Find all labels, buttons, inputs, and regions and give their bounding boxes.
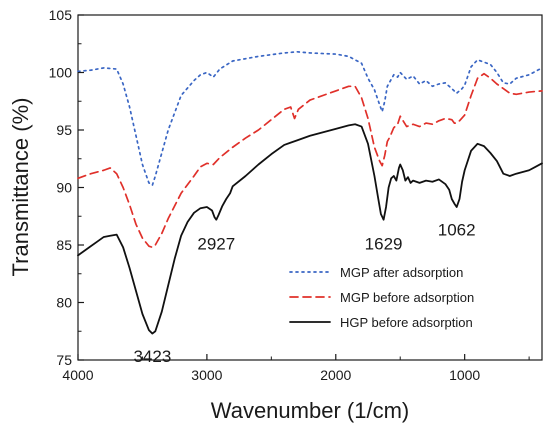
- series-layer: [77, 50, 543, 335]
- x-tick-label: 3000: [191, 367, 222, 383]
- annotation-layer: 3423 2927 1629 1062: [133, 221, 475, 367]
- peak-annotation: 1062: [438, 221, 476, 240]
- peak-annotation: 1629: [365, 235, 403, 254]
- peak-annotation: 3423: [133, 347, 171, 366]
- series-line-2: [77, 72, 543, 249]
- legend-label: MGP after adsorption: [340, 265, 463, 280]
- ticks-layer: 4000 3000 2000 1000 75 80 85 90 95 100 105: [49, 7, 530, 383]
- legend-label: HGP before adsorption: [340, 315, 473, 330]
- y-tick-label: 80: [56, 295, 72, 311]
- legend: MGP after adsorption MGP before adsorptio…: [289, 265, 474, 330]
- legend-label: MGP before adsorption: [340, 290, 474, 305]
- plot-frame: [77, 14, 543, 361]
- y-tick-label: 85: [56, 237, 72, 253]
- x-tick-label: 4000: [62, 367, 93, 383]
- x-tick-label: 2000: [320, 367, 351, 383]
- y-axis-label: Transmittance (%): [8, 98, 33, 277]
- y-tick-label: 90: [56, 180, 72, 196]
- series-line-1: [77, 50, 543, 187]
- y-tick-label: 100: [49, 65, 73, 81]
- y-tick-label: 75: [56, 352, 72, 368]
- y-tick-label: 95: [56, 122, 72, 138]
- x-axis-label: Wavenumber (1/cm): [211, 398, 409, 423]
- peak-annotation: 2927: [197, 235, 235, 254]
- x-tick-label: 1000: [449, 367, 480, 383]
- series-line-3: [77, 123, 543, 335]
- y-tick-label: 105: [49, 7, 73, 23]
